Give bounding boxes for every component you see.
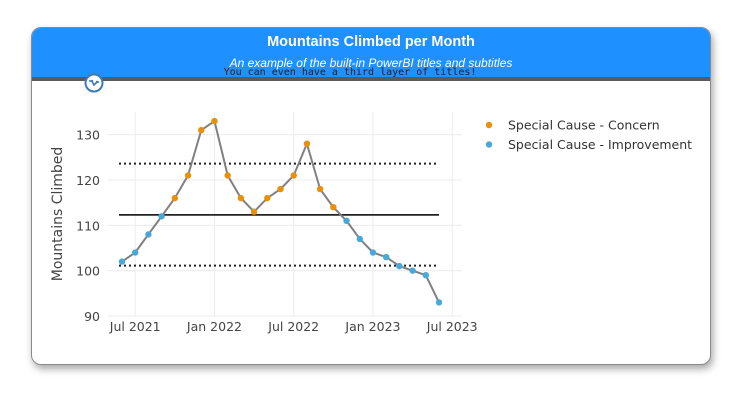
x-tick-label: Jul 2022 [267,319,319,334]
data-point [198,126,205,134]
y-axis-label: Mountains Climbed [50,147,66,282]
data-point [369,249,377,256]
data-point [356,235,363,243]
data-point [343,217,350,224]
data-point [290,172,297,179]
data-point [158,213,165,220]
data-point [171,194,179,202]
legend-marker [485,141,493,148]
chart-title: Mountains Climbed per Month [267,34,475,50]
data-point [132,249,139,256]
data-point [330,204,337,211]
data-point [277,185,284,193]
y-tick-label: 120 [76,173,100,188]
x-tick-label: Jan 2023 [344,319,400,334]
legend-label: Special Cause - Concern [508,118,660,133]
data-point [211,117,218,125]
y-tick-label: 90 [84,309,100,324]
title-header: Mountains Climbed per Month An example o… [32,28,710,81]
y-tick-label: 110 [76,218,100,233]
y-tick-label: 130 [76,128,100,143]
data-point [145,231,152,238]
data-point [264,194,271,202]
x-tick-label: Jul 2023 [426,319,478,334]
data-point [396,262,403,270]
y-tick-label: 100 [76,264,100,279]
x-tick-label: Jul 2021 [109,319,161,334]
x-tick-label: Jan 2022 [186,319,242,334]
data-point [184,172,192,179]
data-point [224,172,231,179]
legend-label: Special Cause - Improvement [508,137,692,152]
series-line [121,119,440,303]
legend-marker [485,121,493,129]
data-point [316,185,324,193]
chart-subtitle: An example of the built-in PowerBI title… [229,56,513,70]
spc-logo-icon [84,73,104,93]
data-point [409,267,416,274]
data-point [250,208,258,215]
data-point [382,253,390,261]
chart-card: Mountains Climbed per Month An example o… [31,27,711,365]
data-point [118,258,126,265]
third-title: You can even have a third layer of title… [223,67,477,78]
data-point [303,140,311,147]
data-point [237,194,245,202]
data-point [435,299,443,306]
data-point [422,272,429,279]
